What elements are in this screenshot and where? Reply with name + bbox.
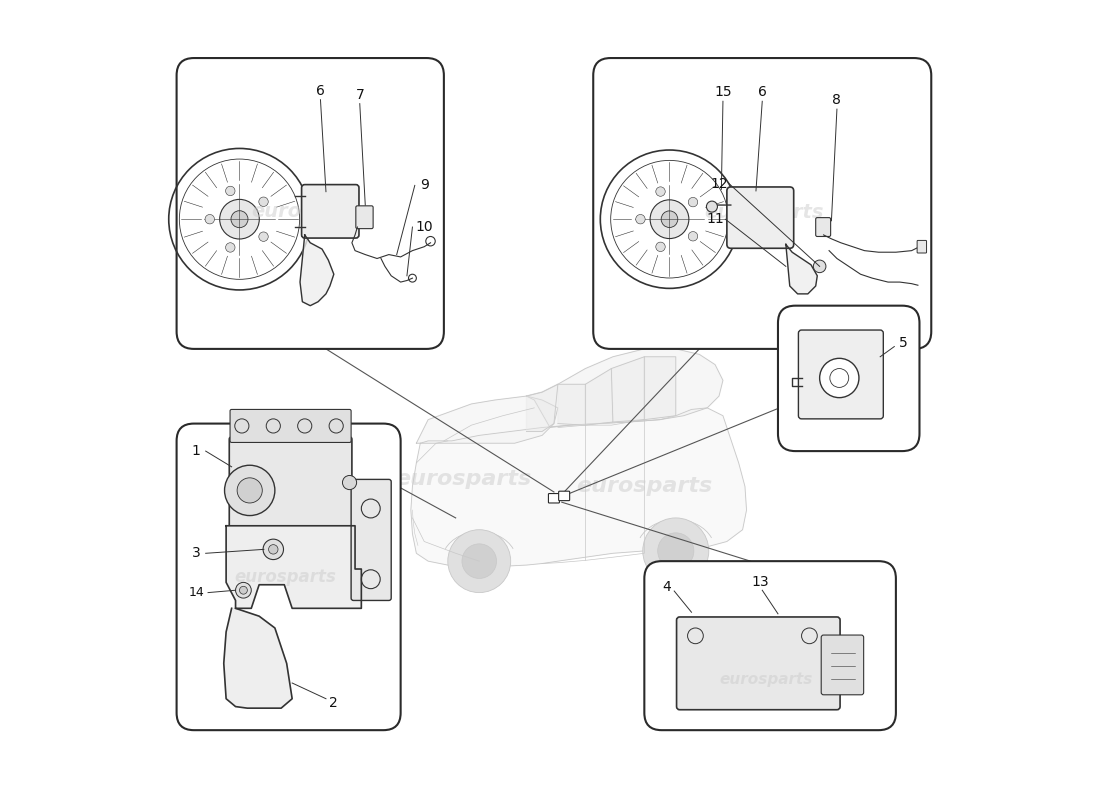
FancyBboxPatch shape [177, 58, 444, 349]
Text: eurosparts: eurosparts [576, 477, 713, 497]
Polygon shape [223, 608, 293, 708]
Circle shape [205, 214, 214, 224]
FancyBboxPatch shape [177, 423, 400, 730]
Circle shape [462, 544, 496, 578]
Text: 2: 2 [329, 696, 338, 710]
Polygon shape [300, 235, 333, 306]
Text: 15: 15 [714, 85, 732, 99]
FancyBboxPatch shape [230, 410, 351, 442]
Circle shape [650, 200, 689, 238]
Circle shape [448, 530, 510, 593]
Circle shape [220, 199, 260, 239]
Text: 13: 13 [752, 575, 770, 590]
FancyBboxPatch shape [645, 561, 895, 730]
Circle shape [658, 533, 694, 569]
FancyBboxPatch shape [549, 494, 560, 503]
Circle shape [813, 260, 826, 273]
Text: 9: 9 [420, 178, 429, 192]
FancyBboxPatch shape [822, 635, 864, 694]
FancyBboxPatch shape [559, 491, 570, 501]
Polygon shape [527, 384, 558, 431]
Circle shape [636, 214, 646, 224]
FancyBboxPatch shape [727, 187, 794, 248]
Circle shape [238, 478, 262, 503]
Polygon shape [785, 244, 817, 294]
Text: 8: 8 [833, 93, 842, 106]
Text: 4: 4 [662, 580, 671, 594]
Text: eurosparts: eurosparts [704, 203, 824, 222]
FancyBboxPatch shape [355, 206, 373, 229]
Circle shape [689, 198, 697, 207]
Circle shape [235, 582, 251, 598]
FancyBboxPatch shape [229, 437, 352, 528]
FancyBboxPatch shape [593, 58, 932, 349]
Circle shape [661, 211, 678, 227]
Circle shape [820, 358, 859, 398]
Text: 12: 12 [711, 177, 728, 191]
FancyBboxPatch shape [799, 330, 883, 419]
FancyBboxPatch shape [676, 617, 840, 710]
Circle shape [656, 187, 666, 196]
FancyBboxPatch shape [778, 306, 920, 451]
Polygon shape [612, 357, 645, 422]
FancyBboxPatch shape [917, 241, 926, 253]
Circle shape [258, 232, 268, 242]
FancyBboxPatch shape [301, 185, 359, 238]
Polygon shape [585, 369, 613, 425]
Polygon shape [411, 408, 747, 566]
Polygon shape [227, 526, 361, 608]
Circle shape [226, 186, 235, 196]
FancyBboxPatch shape [816, 218, 831, 237]
Circle shape [226, 242, 235, 252]
Text: 14: 14 [188, 586, 205, 599]
FancyBboxPatch shape [351, 479, 392, 601]
Polygon shape [527, 349, 723, 427]
Circle shape [342, 475, 356, 490]
Text: eurosparts: eurosparts [234, 568, 336, 586]
Circle shape [642, 518, 708, 584]
Text: 3: 3 [191, 546, 200, 560]
Circle shape [258, 197, 268, 206]
Text: 10: 10 [416, 220, 433, 234]
Text: eurosparts: eurosparts [251, 202, 371, 221]
Circle shape [240, 586, 248, 594]
Text: 11: 11 [706, 212, 724, 226]
Circle shape [268, 545, 278, 554]
Circle shape [656, 242, 666, 251]
Text: 6: 6 [316, 84, 324, 98]
Text: 6: 6 [758, 85, 767, 99]
Text: 5: 5 [900, 336, 909, 350]
Text: 1: 1 [191, 444, 200, 458]
Text: eurosparts: eurosparts [719, 671, 813, 686]
Polygon shape [417, 396, 558, 443]
Text: eurosparts: eurosparts [395, 469, 531, 489]
Circle shape [231, 210, 248, 228]
Polygon shape [558, 384, 585, 425]
Circle shape [263, 539, 284, 559]
Polygon shape [645, 357, 675, 420]
Circle shape [706, 201, 717, 212]
Circle shape [689, 231, 697, 241]
Text: 7: 7 [355, 88, 364, 102]
Circle shape [224, 466, 275, 515]
